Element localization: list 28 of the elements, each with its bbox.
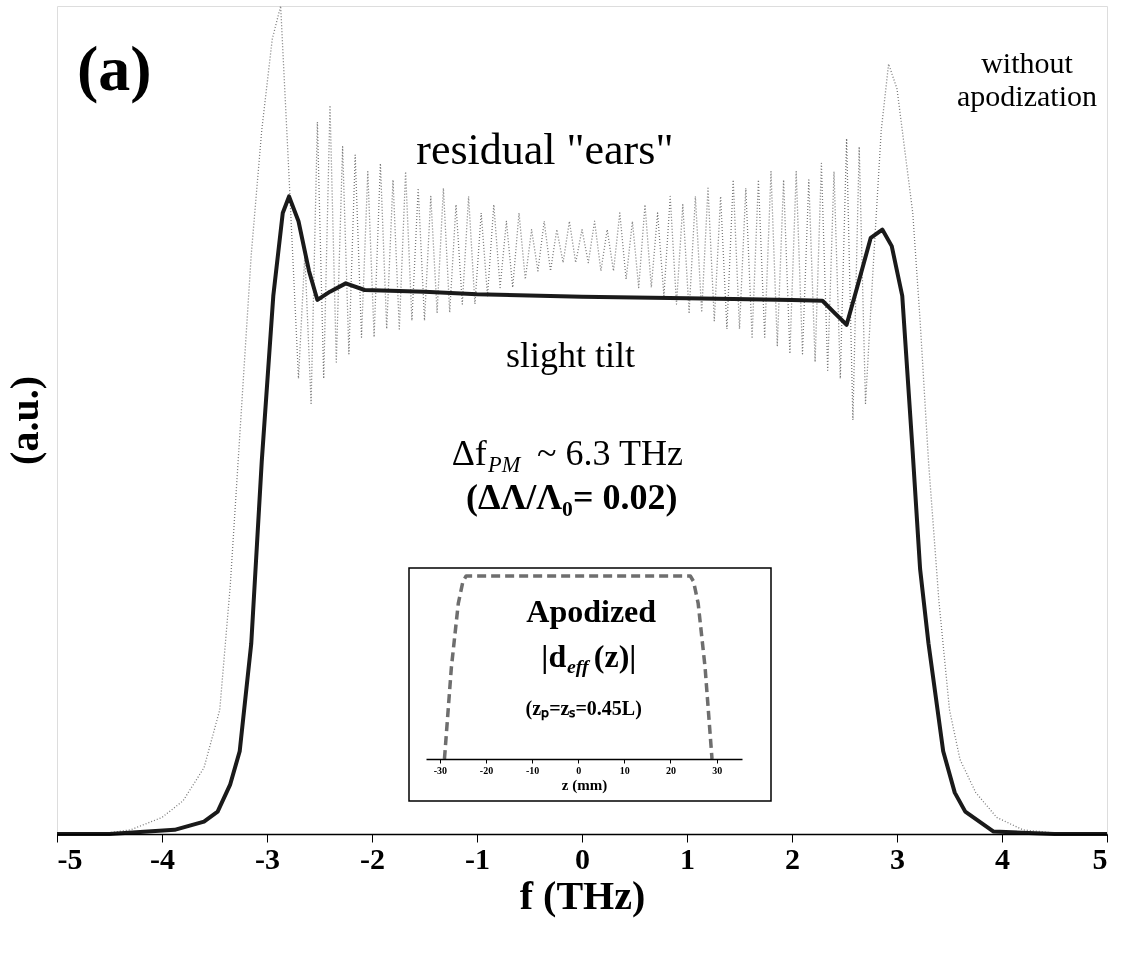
- x-tick-label: 0: [576, 764, 582, 776]
- x-tick-label: 2: [785, 841, 800, 875]
- annotation: Apodized: [526, 593, 657, 629]
- x-tick-label: -3: [255, 841, 280, 875]
- annotation: (zₚ=zₛ=0.45L): [525, 697, 642, 721]
- x-tick-label: -2: [360, 841, 385, 875]
- x-tick-label: -5: [57, 841, 83, 875]
- x-tick-label: 4: [995, 841, 1010, 875]
- x-tick-label: 10: [619, 764, 630, 776]
- annotation: residual "ears": [416, 125, 674, 174]
- x-tick-label: -20: [479, 764, 494, 776]
- x-tick-label: 30: [712, 764, 723, 776]
- annotation: slight tilt: [506, 335, 636, 375]
- x-tick-label: 0: [575, 841, 590, 875]
- annotation: without apodization: [957, 46, 1097, 112]
- annotation: (ΔΛ/Λ₀= 0.02): [465, 477, 678, 517]
- x-tick-label: 20: [666, 764, 676, 776]
- x-tick-label: -4: [150, 841, 175, 875]
- x-tick-label: -10: [525, 764, 540, 776]
- x-tick-label: -30: [433, 764, 448, 776]
- annotation: (a): [77, 33, 152, 104]
- x-tick-label: 5: [1092, 841, 1108, 875]
- x-tick-label: 3: [890, 841, 905, 875]
- x-axis-title: z (mm): [561, 776, 608, 794]
- x-axis-title: f (THz): [519, 872, 646, 918]
- x-tick-label: -1: [465, 841, 490, 875]
- x-tick-label: 1: [680, 841, 695, 875]
- y-axis-title: (a.u.): [1, 376, 47, 465]
